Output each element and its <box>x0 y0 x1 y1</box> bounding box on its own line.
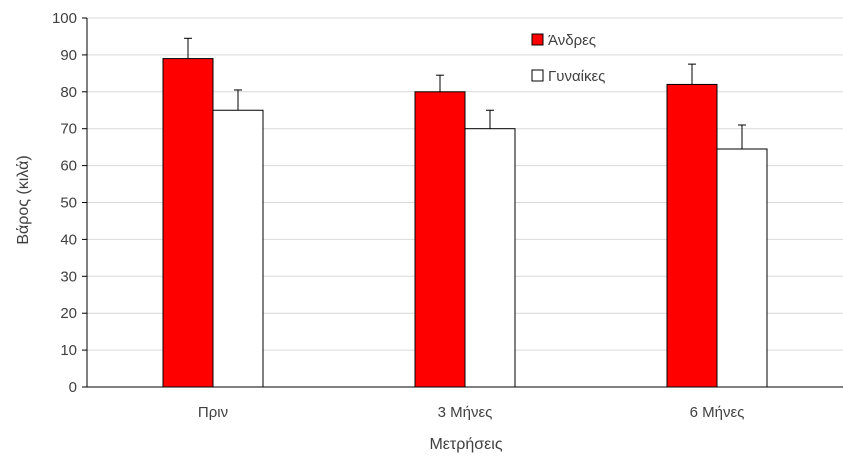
legend-label: Άνδρες <box>548 32 596 49</box>
bar-gynaikes <box>716 148 768 388</box>
bar-andres <box>666 83 718 388</box>
legend-label: Γυναίκες <box>548 68 605 85</box>
y-tick-label: 90 <box>60 47 77 64</box>
y-tick-label: 100 <box>52 10 77 27</box>
y-tick-label: 60 <box>60 158 77 175</box>
x-tick-label: Πριν <box>198 404 228 421</box>
y-tick-label: 50 <box>60 195 77 212</box>
y-tick-label: 20 <box>60 305 77 322</box>
axes-layer: 0 10 20 30 40 50 60 70 80 90 100 Πριν 3 Μήνες 6 Μήνες <box>52 10 843 421</box>
bar-gynaikes <box>464 128 516 388</box>
y-axis-title: Βάρος (κιλά) <box>15 155 32 244</box>
legend-swatch <box>531 33 544 46</box>
legend-swatch <box>531 69 544 82</box>
y-tick-label: 0 <box>69 379 77 396</box>
y-tick-label: 40 <box>60 231 77 248</box>
y-tick-label: 80 <box>60 84 77 101</box>
y-tick-label: 10 <box>60 342 77 359</box>
y-tick-label: 30 <box>60 268 77 285</box>
y-tick-label: 70 <box>60 121 77 138</box>
bar-andres <box>162 58 214 388</box>
x-axis-title: Μετρήσεις <box>429 436 502 453</box>
bars-layer <box>162 37 768 388</box>
legend: Άνδρες Γυναίκες <box>531 32 605 85</box>
bar-gynaikes <box>212 109 264 388</box>
bar-andres <box>414 91 466 388</box>
x-tick-label: 6 Μήνες <box>690 404 745 421</box>
x-tick-label: 3 Μήνες <box>438 404 493 421</box>
